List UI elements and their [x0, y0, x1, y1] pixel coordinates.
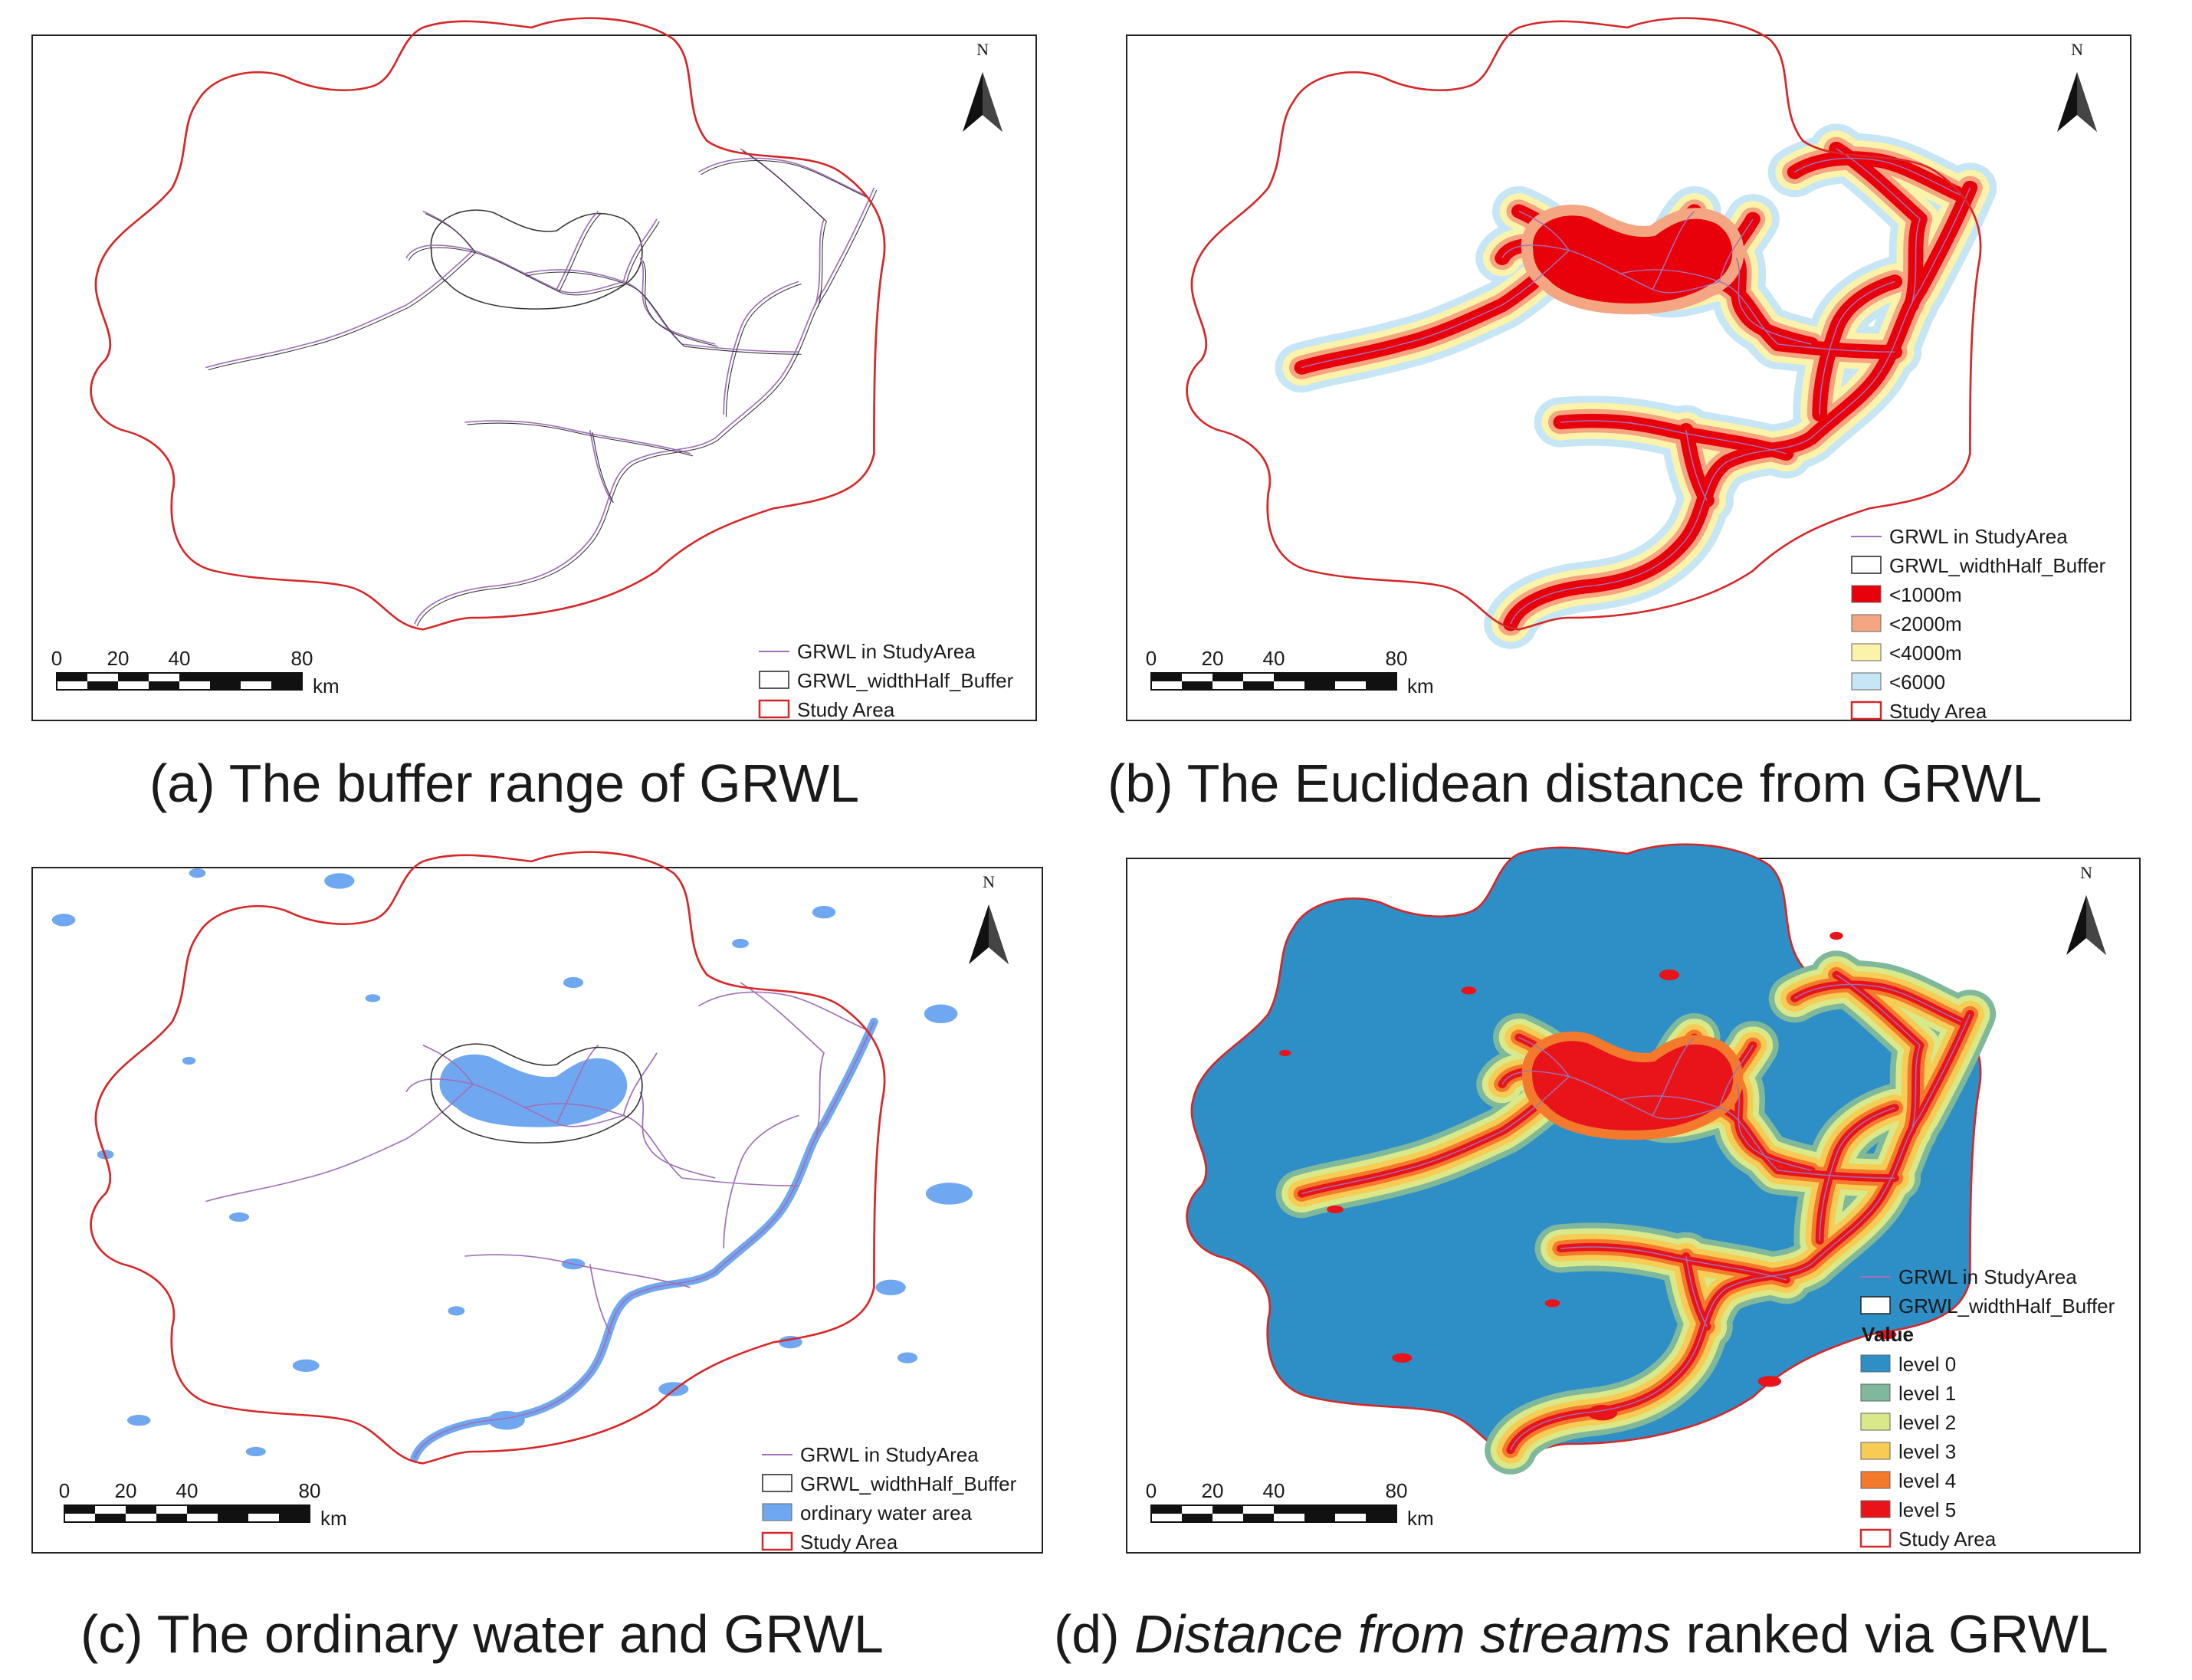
scale-tick-label: 0 — [1146, 1479, 1157, 1502]
legend-swatch — [762, 1503, 792, 1521]
north-label: N — [2080, 863, 2092, 882]
legend-label: level 4 — [1898, 1469, 1956, 1492]
legend-swatch — [1860, 1471, 1891, 1489]
legend-label: GRWL_widthHalf_Buffer — [1898, 1294, 2115, 1317]
scale-tick-label: 0 — [1146, 647, 1157, 670]
scale-bar: 0 20 40 80 km — [1146, 647, 1434, 697]
legend-b: GRWL in StudyArea GRWL_widthHalf_Buffer <1… — [1850, 525, 2106, 723]
legend-swatch — [1851, 614, 1882, 632]
legend-label: level 1 — [1898, 1382, 1956, 1405]
caption-d-suffix: ranked via GRWL — [1671, 1604, 2108, 1664]
legend-swatch — [1851, 672, 1882, 691]
legend-swatch-study-area — [1859, 1528, 1892, 1548]
panel-c: N — [31, 851, 1043, 1554]
caption-d-prefix: (d) — [1054, 1604, 1134, 1664]
scale-tick-label: 0 — [51, 647, 62, 670]
legend-swatch-study-area — [761, 1531, 793, 1551]
scale-tick-label: 40 — [176, 1479, 199, 1502]
caption-c: (c) The ordinary water and GRWL — [80, 1604, 884, 1664]
scale-tick-label: 40 — [169, 647, 191, 670]
legend-d: GRWL in StudyArea GRWL_widthHalf_Buffer Va… — [1859, 1265, 2115, 1550]
scale-tick-label: 20 — [115, 1479, 137, 1502]
legend-label: Study Area — [797, 698, 895, 721]
caption-a: (a) The buffer range of GRWL — [149, 753, 860, 813]
legend-label: GRWL_widthHalf_Buffer — [1889, 554, 2106, 577]
legend-swatch — [1860, 1413, 1891, 1431]
panel-b: N — [1126, 17, 2131, 721]
legend-c: GRWL in StudyArea GRWL_widthHalf_Bufferor… — [761, 1443, 1017, 1554]
legend-label: GRWL in StudyArea — [1889, 525, 2068, 548]
legend-label: <4000m — [1889, 641, 1962, 664]
legend-label: ordinary water area — [800, 1501, 973, 1524]
scale-bar: 0 20 40 80 km — [59, 1479, 347, 1530]
legend-swatch — [1860, 1383, 1891, 1402]
caption-d: (d) Distance from streams ranked via GRW… — [1054, 1603, 2108, 1665]
scale-bar: 0 20 40 80 km — [1146, 1479, 1434, 1530]
legend-a: GRWL in StudyArea GRWL_widthHalf_Buffer St… — [758, 640, 1014, 721]
scale-unit-label: km — [313, 674, 340, 697]
legend-label: GRWL in StudyArea — [800, 1443, 979, 1466]
scale-unit-label: km — [1407, 1507, 1434, 1530]
legend-swatch — [1860, 1354, 1891, 1373]
legend-swatch — [1851, 585, 1882, 603]
legend-swatch-buffer — [1860, 1296, 1891, 1314]
scale-tick-label: 20 — [107, 647, 130, 670]
scale-unit-label: km — [320, 1507, 347, 1530]
panel-a: N — [31, 17, 1037, 721]
legend-swatch-study-area — [758, 699, 790, 719]
scale-unit-label: km — [1407, 674, 1434, 697]
legend-swatch-study-area — [1850, 701, 1882, 720]
scale-tick-label: 80 — [1386, 1479, 1408, 1502]
legend-label: Study Area — [800, 1531, 898, 1554]
legend-swatch-buffer — [759, 671, 789, 689]
scale-tick-label: 0 — [59, 1479, 70, 1502]
legend-swatch — [1851, 643, 1882, 661]
scale-tick-label: 80 — [299, 1479, 321, 1502]
legend-label: Study Area — [1898, 1527, 1997, 1550]
legend-label: GRWL in StudyArea — [1898, 1265, 2077, 1288]
scale-tick-label: 20 — [1202, 1479, 1224, 1502]
scale-tick-label: 40 — [1263, 1479, 1285, 1502]
scale-tick-label: 80 — [1386, 647, 1408, 670]
north-label: N — [983, 872, 995, 891]
panel-d: N — [1126, 843, 2141, 1554]
legend-swatch — [1860, 1442, 1891, 1460]
scale-tick-label: 20 — [1202, 647, 1224, 670]
legend-label: level 0 — [1898, 1353, 1956, 1376]
legend-label: GRWL in StudyArea — [797, 640, 976, 663]
legend-label: GRWL_widthHalf_Buffer — [800, 1472, 1017, 1495]
legend-heading: Value — [1862, 1323, 1914, 1346]
legend-label: level 2 — [1898, 1411, 1956, 1434]
legend-label: level 3 — [1898, 1440, 1956, 1463]
legend-label: level 5 — [1898, 1498, 1956, 1521]
legend-label: <1000m — [1889, 583, 1962, 606]
caption-d-italic: Distance from streams — [1134, 1604, 1672, 1664]
legend-label: <2000m — [1889, 612, 1962, 635]
legend-label: <6000 — [1889, 671, 1945, 694]
legend-label: Study Area — [1889, 700, 1987, 723]
legend-label: GRWL_widthHalf_Buffer — [797, 669, 1014, 692]
scale-tick-label: 40 — [1263, 647, 1285, 670]
legend-swatch — [1860, 1500, 1891, 1518]
legend-swatch-buffer — [762, 1474, 792, 1492]
legend-swatch-buffer — [1851, 556, 1882, 574]
north-label: N — [976, 40, 989, 59]
north-label: N — [2071, 40, 2083, 59]
scale-tick-label: 80 — [291, 647, 313, 670]
caption-b: (b) The Euclidean distance from GRWL — [1107, 753, 2043, 813]
